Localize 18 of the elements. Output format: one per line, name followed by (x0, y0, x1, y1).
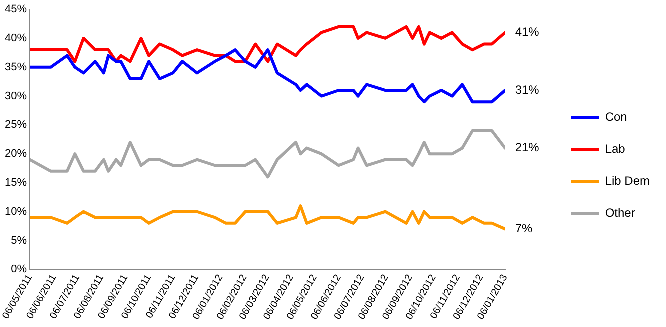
legend-label: Lab (605, 142, 626, 156)
y-tick-label: 10% (4, 206, 28, 218)
annotation: 41% (515, 25, 540, 40)
legend-label: Lib Dem (605, 174, 650, 188)
annotation: 31% (515, 82, 540, 97)
annotation: 21% (515, 140, 540, 155)
y-tick-label: 5% (11, 234, 28, 247)
legend-label: Con (605, 110, 628, 124)
y-tick-label: 0% (11, 264, 28, 276)
y-tick-label: 45% (4, 4, 28, 16)
y-tick-label: 30% (4, 90, 28, 102)
y-tick-label: 15% (4, 177, 28, 189)
annotation: 7% (515, 222, 533, 236)
y-tick-label: 20% (4, 148, 28, 160)
legend-label: Other (605, 206, 636, 220)
y-tick-label: 25% (4, 119, 28, 132)
y-tick-label: 35% (4, 61, 28, 74)
y-tick-label: 40% (4, 32, 28, 45)
